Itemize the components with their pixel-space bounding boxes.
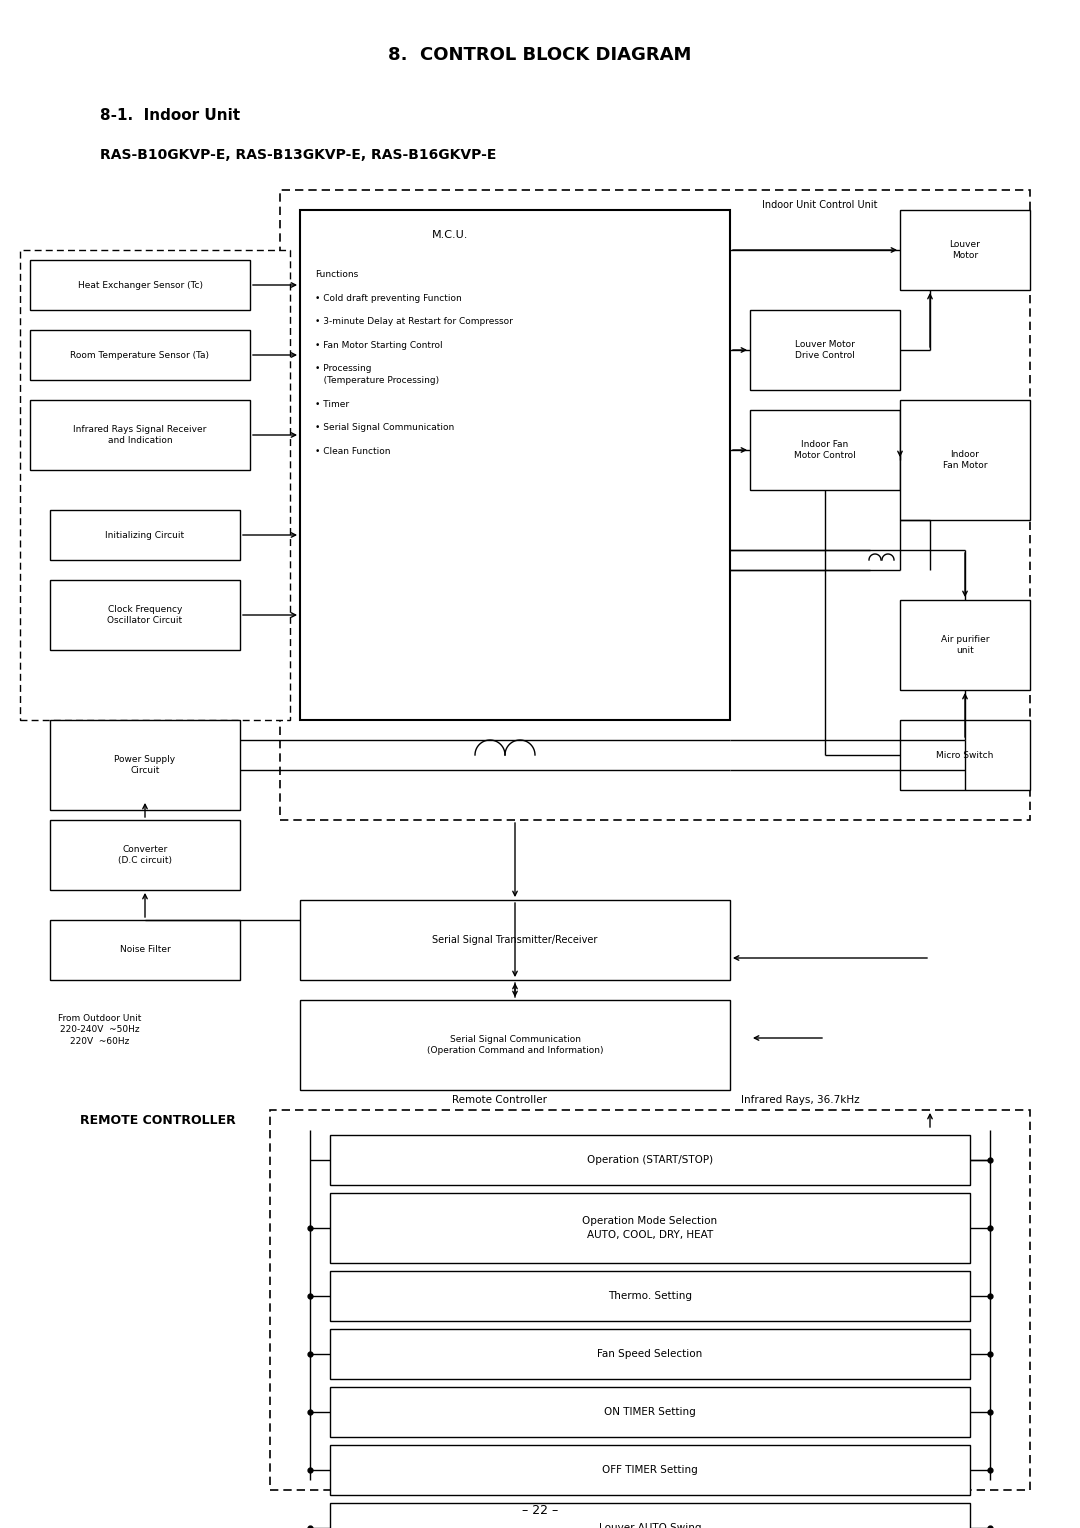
- Text: Fan Speed Selection: Fan Speed Selection: [597, 1349, 703, 1358]
- Bar: [330, 1271, 970, 1322]
- Text: Louver Motor
Drive Control: Louver Motor Drive Control: [795, 339, 855, 361]
- Text: 8.  CONTROL BLOCK DIAGRAM: 8. CONTROL BLOCK DIAGRAM: [389, 46, 691, 64]
- Bar: [300, 999, 730, 1089]
- Text: Initializing Circuit: Initializing Circuit: [106, 530, 185, 539]
- Bar: [50, 581, 240, 649]
- Bar: [330, 1387, 970, 1436]
- Bar: [750, 410, 900, 490]
- Text: Indoor Unit Control Unit: Indoor Unit Control Unit: [762, 200, 878, 209]
- Bar: [30, 400, 249, 471]
- Text: Thermo. Setting: Thermo. Setting: [608, 1291, 692, 1300]
- Bar: [330, 1135, 970, 1186]
- Bar: [50, 720, 240, 810]
- Bar: [300, 209, 730, 720]
- Bar: [330, 1329, 970, 1378]
- Text: Heat Exchanger Sensor (Tc): Heat Exchanger Sensor (Tc): [78, 281, 203, 289]
- Bar: [900, 209, 1030, 290]
- Text: REMOTE CONTROLLER: REMOTE CONTROLLER: [80, 1114, 235, 1126]
- Text: Functions

• Cold draft preventing Function

• 3-minute Delay at Restart for Com: Functions • Cold draft preventing Functi…: [315, 270, 513, 455]
- Bar: [750, 310, 900, 390]
- Text: Louver AUTO Swing: Louver AUTO Swing: [598, 1523, 701, 1528]
- Text: Serial Signal Communication
(Operation Command and Information): Serial Signal Communication (Operation C…: [427, 1034, 604, 1056]
- Text: Power Supply
Circuit: Power Supply Circuit: [114, 755, 176, 775]
- Bar: [300, 900, 730, 979]
- Bar: [270, 1109, 1030, 1490]
- Text: – 22 –: – 22 –: [522, 1504, 558, 1516]
- Bar: [30, 330, 249, 380]
- Bar: [50, 821, 240, 889]
- Text: Infrared Rays Signal Receiver
and Indication: Infrared Rays Signal Receiver and Indica…: [73, 425, 206, 445]
- Text: Operation Mode Selection
AUTO, COOL, DRY, HEAT: Operation Mode Selection AUTO, COOL, DRY…: [582, 1216, 717, 1239]
- Text: RAS-B10GKVP-E, RAS-B13GKVP-E, RAS-B16GKVP-E: RAS-B10GKVP-E, RAS-B13GKVP-E, RAS-B16GKV…: [100, 148, 497, 162]
- Bar: [50, 510, 240, 559]
- Text: Indoor
Fan Motor: Indoor Fan Motor: [943, 449, 987, 471]
- Bar: [30, 260, 249, 310]
- Text: ON TIMER Setting: ON TIMER Setting: [604, 1407, 696, 1416]
- Text: Clock Frequency
Oscillator Circuit: Clock Frequency Oscillator Circuit: [107, 605, 183, 625]
- Text: Air purifier
unit: Air purifier unit: [941, 634, 989, 656]
- Text: Louver
Motor: Louver Motor: [949, 240, 981, 260]
- Text: OFF TIMER Setting: OFF TIMER Setting: [603, 1465, 698, 1475]
- Bar: [900, 601, 1030, 691]
- Text: 8-1.  Indoor Unit: 8-1. Indoor Unit: [100, 107, 240, 122]
- Bar: [900, 400, 1030, 520]
- Bar: [330, 1504, 970, 1528]
- Bar: [280, 189, 1030, 821]
- Bar: [330, 1445, 970, 1494]
- Text: Room Temperature Sensor (Ta): Room Temperature Sensor (Ta): [70, 350, 210, 359]
- Text: Indoor Fan
Motor Control: Indoor Fan Motor Control: [794, 440, 855, 460]
- Text: Converter
(D.C circuit): Converter (D.C circuit): [118, 845, 172, 865]
- Bar: [21, 251, 291, 720]
- Text: Operation (START/STOP): Operation (START/STOP): [586, 1155, 713, 1164]
- Bar: [50, 920, 240, 979]
- Text: Noise Filter: Noise Filter: [120, 946, 171, 955]
- Bar: [330, 1193, 970, 1264]
- Text: M.C.U.: M.C.U.: [432, 231, 469, 240]
- Text: Remote Controller: Remote Controller: [453, 1096, 548, 1105]
- Text: Micro Switch: Micro Switch: [936, 750, 994, 759]
- Text: Serial Signal Transmitter/Receiver: Serial Signal Transmitter/Receiver: [432, 935, 597, 944]
- Text: From Outdoor Unit
220-240V  ~50Hz
220V  ~60Hz: From Outdoor Unit 220-240V ~50Hz 220V ~6…: [58, 1013, 141, 1047]
- Bar: [900, 720, 1030, 790]
- Text: Infrared Rays, 36.7kHz: Infrared Rays, 36.7kHz: [741, 1096, 860, 1105]
